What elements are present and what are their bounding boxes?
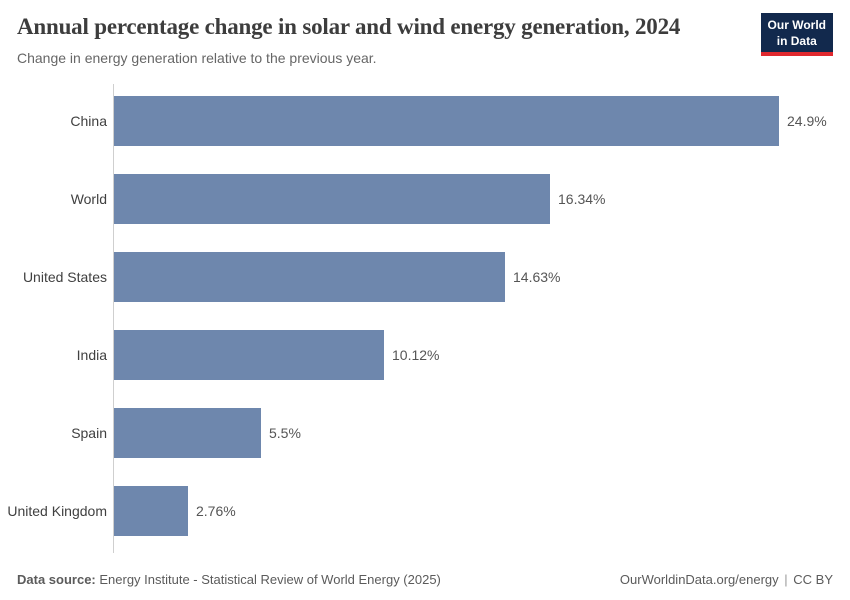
category-label: Spain <box>71 425 107 441</box>
footer-credit: OurWorldinData.org/energy | CC BY <box>620 572 833 587</box>
footer-separator: | <box>780 572 792 587</box>
bar[interactable] <box>114 96 779 146</box>
category-label: United Kingdom <box>7 503 107 519</box>
bar-track: 10.12% <box>114 330 850 380</box>
chart-row: United Kingdom 2.76% <box>0 486 850 564</box>
footer-license: CC BY <box>793 572 833 587</box>
data-source-label: Data source: <box>17 572 96 587</box>
bar-track: 14.63% <box>114 252 850 302</box>
bar-chart: China 24.9% World 16.34% United States 14.63%… <box>0 84 850 553</box>
bar-track: 5.5% <box>114 408 850 458</box>
bar[interactable] <box>114 330 384 380</box>
owid-logo-line1: Our World <box>767 18 826 32</box>
y-axis-line <box>113 84 114 553</box>
category-label: World <box>70 191 107 207</box>
chart-footer: Data source: Energy Institute - Statisti… <box>17 572 833 587</box>
bar[interactable] <box>114 174 550 224</box>
category-label: United States <box>22 269 107 285</box>
value-label: 2.76% <box>196 503 236 519</box>
data-source: Data source: Energy Institute - Statisti… <box>17 572 441 587</box>
chart-row: China 24.9% <box>0 96 850 174</box>
chart-row: United States 14.63% <box>0 252 850 330</box>
bar[interactable] <box>114 486 188 536</box>
chart-rows: China 24.9% World 16.34% United States 14.63%… <box>0 96 850 564</box>
bar[interactable] <box>114 252 505 302</box>
bar[interactable] <box>114 408 261 458</box>
value-label: 16.34% <box>558 191 606 207</box>
chart-row: Spain 5.5% <box>0 408 850 486</box>
page-subtitle: Change in energy generation relative to … <box>17 50 377 66</box>
value-label: 14.63% <box>513 269 561 285</box>
value-label: 5.5% <box>269 425 301 441</box>
data-source-value: Energy Institute - Statistical Review of… <box>95 572 441 587</box>
chart-row: World 16.34% <box>0 174 850 252</box>
value-label: 10.12% <box>392 347 440 363</box>
bar-track: 24.9% <box>114 96 850 146</box>
page-title: Annual percentage change in solar and wi… <box>17 14 681 39</box>
owid-logo: Our World in Data <box>760 13 833 57</box>
chart-row: India 10.12% <box>0 330 850 408</box>
category-label: China <box>70 113 107 129</box>
owid-logo-line2: in Data <box>776 33 817 48</box>
bar-track: 16.34% <box>114 174 850 224</box>
value-label: 24.9% <box>787 113 827 129</box>
bar-track: 2.76% <box>114 486 850 536</box>
category-label: India <box>76 347 107 363</box>
footer-url: OurWorldinData.org/energy <box>619 572 779 587</box>
